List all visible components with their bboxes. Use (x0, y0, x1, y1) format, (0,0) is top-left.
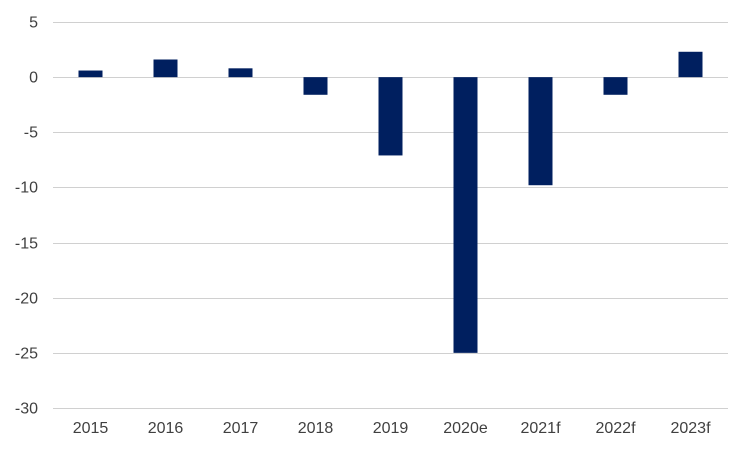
y-tick-label: 0 (29, 70, 38, 87)
x-tick-label: 2016 (148, 420, 184, 437)
x-tick-label: 2021f (520, 420, 561, 437)
y-tick-label: -30 (15, 401, 38, 418)
bar-2019 (378, 77, 403, 156)
x-tick-label: 2020e (443, 420, 488, 437)
x-tick-label: 2018 (298, 420, 334, 437)
y-tick-label: 5 (29, 15, 38, 32)
x-tick-label: 2019 (373, 420, 409, 437)
x-tick-label: 2017 (223, 420, 259, 437)
bar-2020e (453, 77, 478, 353)
y-tick-label: -25 (15, 346, 38, 363)
bar-2017 (228, 68, 253, 78)
y-tick-label: -10 (15, 180, 38, 197)
y-tick-label: -20 (15, 291, 38, 308)
bar-2023f (678, 51, 703, 78)
x-tick-label: 2015 (73, 420, 109, 437)
x-axis-ticks: 2015 2016 2017 2018 2019 2020e 2021f 2022f 2023f (73, 420, 711, 437)
y-tick-label: -15 (15, 236, 38, 253)
bar-2022f (603, 77, 628, 95)
x-tick-label: 2023f (670, 420, 711, 437)
y-tick-label: -5 (24, 125, 38, 142)
x-tick-label: 2022f (595, 420, 636, 437)
bar-2016 (153, 59, 178, 78)
y-axis-ticks: 5 0 -5 -10 -15 -20 -25 -30 (15, 15, 38, 418)
bar-2018 (303, 77, 328, 95)
bar-2015 (78, 70, 103, 78)
bars (78, 51, 703, 353)
bar-2021f (528, 77, 553, 186)
